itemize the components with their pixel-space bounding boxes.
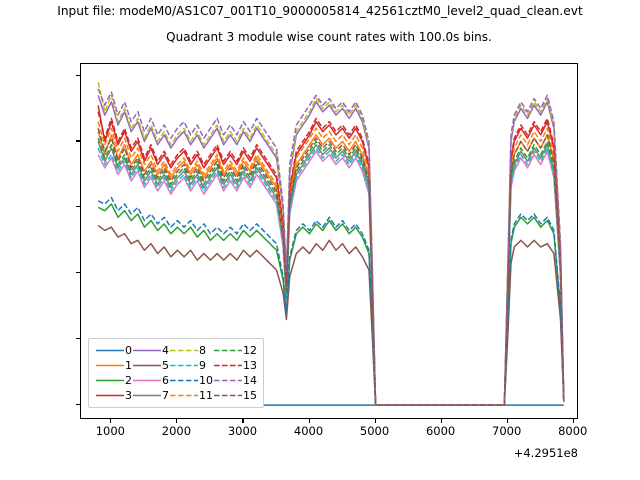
x-tick-label: 5000: [359, 424, 390, 438]
legend-line-sample-5: [132, 359, 162, 372]
x-tick-label: 4000: [293, 424, 324, 438]
series-line-14: [97, 88, 565, 406]
legend-row: 0 4 8 12: [95, 343, 257, 358]
legend-swatch-cell: [169, 388, 199, 403]
legend-label-0: 0: [125, 344, 132, 357]
x-tick-mark: [572, 419, 574, 423]
x-tick-label: 7000: [492, 424, 522, 438]
series-line-15: [97, 128, 565, 406]
legend-label-10: 10: [199, 374, 213, 387]
legend-label-3: 3: [125, 389, 132, 402]
legend-swatch-cell: [169, 343, 199, 358]
legend-swatch-cell: [213, 373, 243, 388]
x-tick-label: 6000: [425, 424, 456, 438]
legend-swatch-cell: [95, 388, 125, 403]
figure-suptitle: Input file: modeM0/AS1C07_001T10_9000005…: [0, 4, 640, 18]
x-tick-mark: [506, 419, 508, 423]
legend-line-sample-11: [169, 389, 199, 402]
legend-swatch-cell: [169, 358, 199, 373]
x-tick-label: 1000: [95, 424, 126, 438]
legend-line-sample-3: [95, 389, 125, 402]
y-tick-mark: [76, 206, 80, 208]
legend-swatch-cell: [132, 388, 162, 403]
suptitle-text: Input file: modeM0/AS1C07_001T10_9000005…: [57, 4, 583, 18]
legend-line-sample-13: [213, 359, 243, 372]
legend-label-5: 5: [162, 359, 169, 372]
legend-label-15: 15: [243, 389, 257, 402]
legend-line-sample-14: [213, 374, 243, 387]
legend-line-sample-2: [95, 374, 125, 387]
legend-swatch-cell: [132, 343, 162, 358]
y-tick-mark: [76, 74, 80, 76]
x-tick-mark: [308, 419, 310, 423]
legend-label-13: 13: [243, 359, 257, 372]
axes-title: Quadrant 3 module wise count rates with …: [166, 30, 492, 44]
series-line-10: [97, 196, 565, 406]
legend-label-7: 7: [162, 389, 169, 402]
legend-swatch-cell: [95, 358, 125, 373]
x-tick-mark: [110, 419, 112, 423]
legend-box[interactable]: 0 4 8 12 1 5 9 13 2 6 10 14 3 7 11 15: [88, 338, 264, 408]
legend-swatch-cell: [169, 373, 199, 388]
legend-line-sample-9: [169, 359, 199, 372]
legend-label-2: 2: [125, 374, 132, 387]
legend-line-sample-8: [169, 344, 199, 357]
legend-row: 2 6 10 14: [95, 373, 257, 388]
series-line-9: [97, 147, 565, 406]
legend-line-sample-12: [213, 344, 243, 357]
y-tick-mark: [76, 404, 80, 406]
legend-swatch-cell: [213, 388, 243, 403]
legend-label-11: 11: [199, 389, 213, 402]
x-tick-mark: [374, 419, 376, 423]
legend-line-sample-0: [95, 344, 125, 357]
y-tick-mark: [76, 338, 80, 340]
x-tick-label: 3000: [227, 424, 258, 438]
y-tick-mark: [76, 272, 80, 274]
legend-label-14: 14: [243, 374, 257, 387]
legend-table: 0 4 8 12 1 5 9 13 2 6 10 14 3 7 11 15: [95, 343, 257, 403]
legend-swatch-cell: [132, 373, 162, 388]
legend-swatch-cell: [213, 343, 243, 358]
x-tick-mark: [440, 419, 442, 423]
legend-line-sample-10: [169, 374, 199, 387]
legend-line-sample-1: [95, 359, 125, 372]
legend-label-9: 9: [199, 359, 206, 372]
legend-swatch-cell: [95, 373, 125, 388]
x-tick-mark: [176, 419, 178, 423]
x-tick-label: 2000: [161, 424, 192, 438]
legend-line-sample-15: [213, 389, 243, 402]
legend-label-1: 1: [125, 359, 132, 372]
series-line-13: [97, 111, 565, 406]
legend-row: 3 7 11 15: [95, 388, 257, 403]
legend-swatch-cell: [213, 358, 243, 373]
legend-line-sample-7: [132, 389, 162, 402]
legend-line-sample-6: [132, 374, 162, 387]
legend-label-4: 4: [162, 344, 169, 357]
series-canvas: [97, 81, 565, 406]
legend-label-12: 12: [243, 344, 257, 357]
legend-line-sample-4: [132, 344, 162, 357]
legend-label-8: 8: [199, 344, 206, 357]
x-axis-offset-text: +4.2951e8: [513, 446, 578, 460]
legend-swatch-cell: [132, 358, 162, 373]
y-tick-mark: [76, 140, 80, 142]
legend-row: 1 5 9 13: [95, 358, 257, 373]
legend-label-6: 6: [162, 374, 169, 387]
x-tick-mark: [242, 419, 244, 423]
x-tick-label: 8000: [558, 424, 588, 438]
legend-swatch-cell: [95, 343, 125, 358]
